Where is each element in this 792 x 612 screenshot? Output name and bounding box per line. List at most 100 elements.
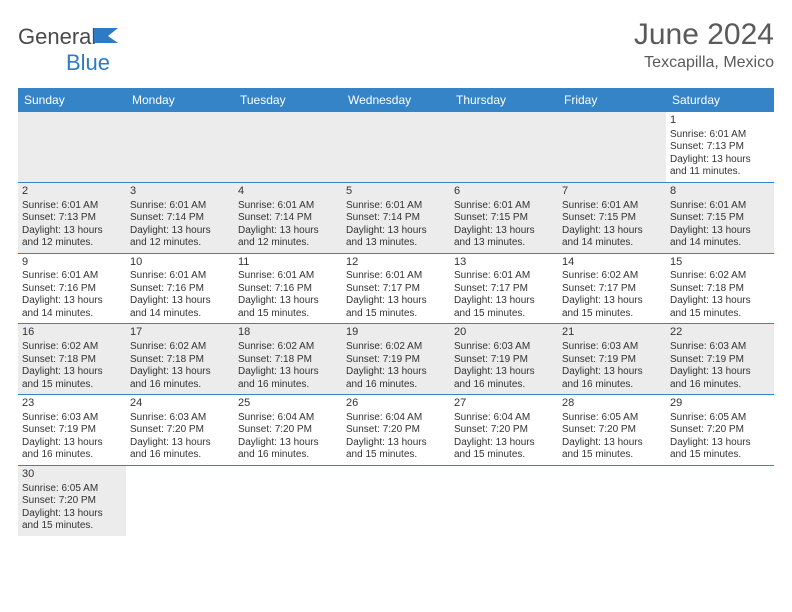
day-number: 11 [238,256,338,270]
calendar-body: 1Sunrise: 6:01 AMSunset: 7:13 PMDaylight… [18,112,774,536]
daylight1-text: Daylight: 13 hours [670,366,770,379]
calendar-cell [126,112,234,182]
sunrise-text: Sunrise: 6:05 AM [562,412,662,425]
daylight1-text: Daylight: 13 hours [22,225,122,238]
daylight1-text: Daylight: 13 hours [562,295,662,308]
brand-general: General [18,24,96,49]
calendar-cell: 25Sunrise: 6:04 AMSunset: 7:20 PMDayligh… [234,395,342,465]
day-number: 9 [22,256,122,270]
calendar-cell: 3Sunrise: 6:01 AMSunset: 7:14 PMDaylight… [126,183,234,253]
sunset-text: Sunset: 7:20 PM [454,424,554,437]
calendar-cell [558,466,666,536]
calendar-row: 16Sunrise: 6:02 AMSunset: 7:18 PMDayligh… [18,324,774,395]
calendar-cell: 19Sunrise: 6:02 AMSunset: 7:19 PMDayligh… [342,324,450,394]
daylight1-text: Daylight: 13 hours [670,154,770,167]
sunset-text: Sunset: 7:13 PM [22,212,122,225]
sunrise-text: Sunrise: 6:02 AM [22,341,122,354]
sunrise-text: Sunrise: 6:04 AM [346,412,446,425]
sunrise-text: Sunrise: 6:02 AM [130,341,230,354]
day-number: 3 [130,185,230,199]
sunrise-text: Sunrise: 6:02 AM [562,270,662,283]
header-wednesday: Wednesday [342,88,450,112]
sunrise-text: Sunrise: 6:03 AM [130,412,230,425]
daylight1-text: Daylight: 13 hours [454,295,554,308]
calendar-cell: 6Sunrise: 6:01 AMSunset: 7:15 PMDaylight… [450,183,558,253]
calendar-cell: 17Sunrise: 6:02 AMSunset: 7:18 PMDayligh… [126,324,234,394]
daylight2-text: and 16 minutes. [22,449,122,462]
calendar-row: 1Sunrise: 6:01 AMSunset: 7:13 PMDaylight… [18,112,774,183]
daylight1-text: Daylight: 13 hours [238,295,338,308]
sunset-text: Sunset: 7:20 PM [346,424,446,437]
daylight2-text: and 16 minutes. [670,379,770,392]
sunrise-text: Sunrise: 6:01 AM [454,200,554,213]
sunrise-text: Sunrise: 6:02 AM [238,341,338,354]
header-thursday: Thursday [450,88,558,112]
day-number: 6 [454,185,554,199]
day-number: 25 [238,397,338,411]
calendar-cell: 16Sunrise: 6:02 AMSunset: 7:18 PMDayligh… [18,324,126,394]
sunset-text: Sunset: 7:18 PM [670,283,770,296]
sunrise-text: Sunrise: 6:01 AM [238,200,338,213]
day-number: 27 [454,397,554,411]
day-number: 7 [562,185,662,199]
sunrise-text: Sunrise: 6:02 AM [670,270,770,283]
sunset-text: Sunset: 7:20 PM [238,424,338,437]
calendar-cell: 14Sunrise: 6:02 AMSunset: 7:17 PMDayligh… [558,254,666,324]
daylight2-text: and 15 minutes. [22,520,122,533]
calendar-cell: 28Sunrise: 6:05 AMSunset: 7:20 PMDayligh… [558,395,666,465]
calendar-cell: 9Sunrise: 6:01 AMSunset: 7:16 PMDaylight… [18,254,126,324]
day-number: 24 [130,397,230,411]
sunrise-text: Sunrise: 6:01 AM [130,270,230,283]
daylight2-text: and 15 minutes. [346,308,446,321]
daylight2-text: and 16 minutes. [346,379,446,392]
month-title: June 2024 [634,18,774,52]
daylight1-text: Daylight: 13 hours [562,225,662,238]
daylight1-text: Daylight: 13 hours [454,366,554,379]
calendar-cell [666,466,774,536]
daylight2-text: and 15 minutes. [670,449,770,462]
daylight2-text: and 13 minutes. [346,237,446,250]
calendar-cell [234,466,342,536]
day-number: 18 [238,326,338,340]
location: Texcapilla, Mexico [634,54,774,72]
calendar: Sunday Monday Tuesday Wednesday Thursday… [18,88,774,536]
daylight2-text: and 11 minutes. [670,166,770,179]
sunrise-text: Sunrise: 6:01 AM [670,200,770,213]
calendar-row: 30Sunrise: 6:05 AMSunset: 7:20 PMDayligh… [18,466,774,536]
calendar-cell: 10Sunrise: 6:01 AMSunset: 7:16 PMDayligh… [126,254,234,324]
sunset-text: Sunset: 7:19 PM [22,424,122,437]
brand-text: GeneralBlue [18,24,122,76]
calendar-row: 9Sunrise: 6:01 AMSunset: 7:16 PMDaylight… [18,254,774,325]
calendar-cell [126,466,234,536]
calendar-cell: 21Sunrise: 6:03 AMSunset: 7:19 PMDayligh… [558,324,666,394]
daylight2-text: and 12 minutes. [22,237,122,250]
day-number: 28 [562,397,662,411]
daylight1-text: Daylight: 13 hours [22,366,122,379]
calendar-row: 23Sunrise: 6:03 AMSunset: 7:19 PMDayligh… [18,395,774,466]
calendar-row: 2Sunrise: 6:01 AMSunset: 7:13 PMDaylight… [18,183,774,254]
day-number: 19 [346,326,446,340]
daylight2-text: and 14 minutes. [562,237,662,250]
sunrise-text: Sunrise: 6:01 AM [670,129,770,142]
day-number: 14 [562,256,662,270]
brand-logo: GeneralBlue [18,24,122,76]
day-number: 21 [562,326,662,340]
calendar-cell [558,112,666,182]
calendar-cell: 5Sunrise: 6:01 AMSunset: 7:14 PMDaylight… [342,183,450,253]
daylight2-text: and 13 minutes. [454,237,554,250]
header-sunday: Sunday [18,88,126,112]
daylight2-text: and 15 minutes. [454,449,554,462]
calendar-cell [18,112,126,182]
header: GeneralBlue June 2024 Texcapilla, Mexico [18,18,774,76]
daylight2-text: and 16 minutes. [238,379,338,392]
sunrise-text: Sunrise: 6:01 AM [454,270,554,283]
header-saturday: Saturday [666,88,774,112]
daylight1-text: Daylight: 13 hours [346,225,446,238]
daylight1-text: Daylight: 13 hours [22,437,122,450]
sunrise-text: Sunrise: 6:01 AM [22,200,122,213]
brand-blue: Blue [66,50,110,75]
daylight2-text: and 16 minutes. [130,379,230,392]
sunrise-text: Sunrise: 6:01 AM [346,270,446,283]
calendar-cell [450,466,558,536]
calendar-cell: 18Sunrise: 6:02 AMSunset: 7:18 PMDayligh… [234,324,342,394]
